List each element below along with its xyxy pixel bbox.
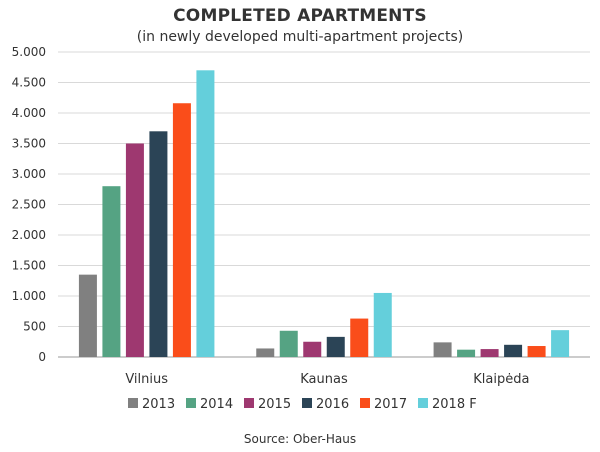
chart-title: COMPLETED APARTMENTS	[173, 6, 427, 26]
y-axis-tick-labels: 0 500 1.000 1.500 2.000 2.500 3.000 3.500 4.000 4…	[12, 45, 46, 364]
legend-swatch	[128, 398, 138, 408]
bar	[125, 143, 144, 357]
bar	[149, 131, 168, 357]
bar	[551, 330, 570, 357]
legend-label: 2013	[142, 397, 175, 412]
bar	[196, 70, 215, 358]
legend-swatch	[244, 398, 254, 408]
y-tick-label: 2.000	[12, 228, 46, 242]
y-tick-label: 4.000	[12, 106, 46, 120]
bar	[256, 348, 275, 357]
bar	[504, 344, 523, 357]
bar	[279, 330, 298, 357]
y-tick-label: 4.500	[12, 76, 46, 90]
y-tick-label: 3.000	[12, 167, 46, 181]
y-tick-label: 1.000	[12, 289, 46, 303]
x-category-label: Klaipėda	[473, 372, 529, 387]
bar	[527, 346, 546, 357]
legend: 2013 2014 2015 2016 2017 2018 F	[128, 397, 477, 412]
bar	[373, 292, 392, 357]
y-tick-label: 0	[38, 350, 46, 364]
chart-subtitle: (in newly developed multi-apartment proj…	[136, 29, 464, 45]
legend-label: 2018 F	[432, 397, 477, 412]
x-axis-category-labels: Vilnius Kaunas Klaipėda	[125, 372, 529, 387]
bar	[303, 341, 322, 357]
y-tick-label: 1.500	[12, 259, 46, 273]
legend-swatch	[186, 398, 196, 408]
bar	[172, 103, 191, 358]
gridlines	[58, 51, 590, 358]
bar	[457, 349, 476, 357]
legend-label: 2017	[374, 397, 407, 412]
bar	[350, 318, 369, 357]
y-tick-label: 5.000	[12, 45, 46, 59]
legend-label: 2014	[200, 397, 233, 412]
x-category-label: Vilnius	[125, 372, 168, 387]
bar	[78, 274, 97, 357]
legend-swatch	[302, 398, 312, 408]
source-note: Source: Ober-Haus	[243, 432, 357, 446]
x-category-label: Kaunas	[300, 372, 348, 387]
bar	[326, 336, 345, 357]
legend-swatch	[418, 398, 428, 408]
y-tick-label: 3.500	[12, 137, 46, 151]
bar	[480, 349, 499, 357]
legend-label: 2015	[258, 397, 291, 412]
y-tick-label: 2.500	[12, 198, 46, 212]
bars	[78, 70, 570, 358]
bar	[433, 342, 452, 357]
legend-swatch	[360, 398, 370, 408]
bar	[102, 186, 121, 357]
legend-label: 2016	[316, 397, 349, 412]
y-tick-label: 500	[23, 320, 46, 334]
